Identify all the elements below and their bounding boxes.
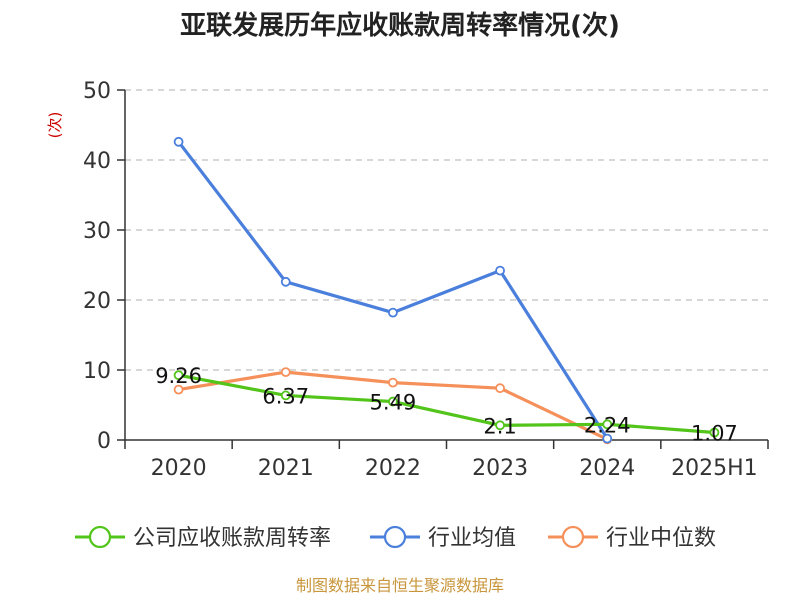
x-tick-label: 2025H1 — [671, 456, 758, 481]
data-label: 6.37 — [262, 384, 309, 408]
source-note: 制图数据来自恒生聚源数据库 — [296, 576, 504, 595]
data-label: 9.26 — [155, 364, 202, 388]
y-axis-label: (次) — [46, 112, 64, 139]
y-tick-label: 40 — [83, 149, 111, 174]
axes: 0 10 20 30 40 50 2020 2021 2022 2023 2024 2025H1 — [83, 79, 769, 481]
y-tick-label: 20 — [83, 289, 111, 314]
x-tick-label: 2020 — [151, 456, 207, 481]
legend-swatch-marker — [383, 525, 407, 549]
data-point — [602, 433, 613, 444]
data-labels: 9.26 6.37 5.49 2.1 2.24 1.07 — [155, 364, 738, 445]
series-group — [173, 370, 720, 438]
data-point — [173, 370, 184, 381]
legend-label: 行业均值 — [428, 526, 516, 551]
series-line — [176, 373, 717, 435]
data-point — [280, 390, 291, 401]
data-point — [495, 383, 505, 394]
legend-swatch-marker — [561, 525, 585, 549]
data-point — [173, 384, 184, 395]
legend-item: 公司应收账款周转率 — [75, 525, 331, 551]
data-label: 2.1 — [483, 414, 516, 438]
chart-title: 亚联发展历年应收账款周转率情况(次) — [180, 10, 620, 41]
legend-swatch-marker — [88, 525, 112, 549]
data-point — [388, 396, 398, 407]
x-tick-label: 2021 — [258, 456, 314, 481]
data-label: 2.24 — [584, 413, 631, 437]
y-tick-label: 30 — [83, 219, 111, 244]
data-point — [280, 276, 291, 287]
legend: 公司应收账款周转率 行业均值 行业中位数 — [75, 525, 716, 551]
data-point — [709, 427, 720, 438]
x-tick-label: 2022 — [365, 456, 421, 481]
legend-item: 行业中位数 — [548, 525, 716, 551]
data-point — [495, 420, 505, 431]
series — [173, 136, 720, 445]
grid — [125, 89, 768, 371]
legend-item: 行业均值 — [370, 525, 516, 551]
y-tick-label: 50 — [83, 79, 111, 104]
data-point — [602, 419, 613, 430]
series-group — [173, 136, 613, 444]
data-label: 1.07 — [691, 422, 738, 446]
data-point — [388, 307, 398, 318]
y-tick-label: 0 — [97, 429, 111, 454]
legend-label: 行业中位数 — [606, 526, 716, 551]
data-point — [495, 265, 505, 276]
y-tick-label: 10 — [83, 359, 111, 384]
data-point — [388, 377, 398, 388]
legend-label: 公司应收账款周转率 — [133, 526, 331, 551]
data-point — [280, 367, 291, 378]
x-tick-label: 2024 — [579, 456, 635, 481]
data-point — [173, 136, 184, 147]
x-tick-label: 2023 — [472, 456, 528, 481]
data-label: 5.49 — [370, 391, 417, 415]
